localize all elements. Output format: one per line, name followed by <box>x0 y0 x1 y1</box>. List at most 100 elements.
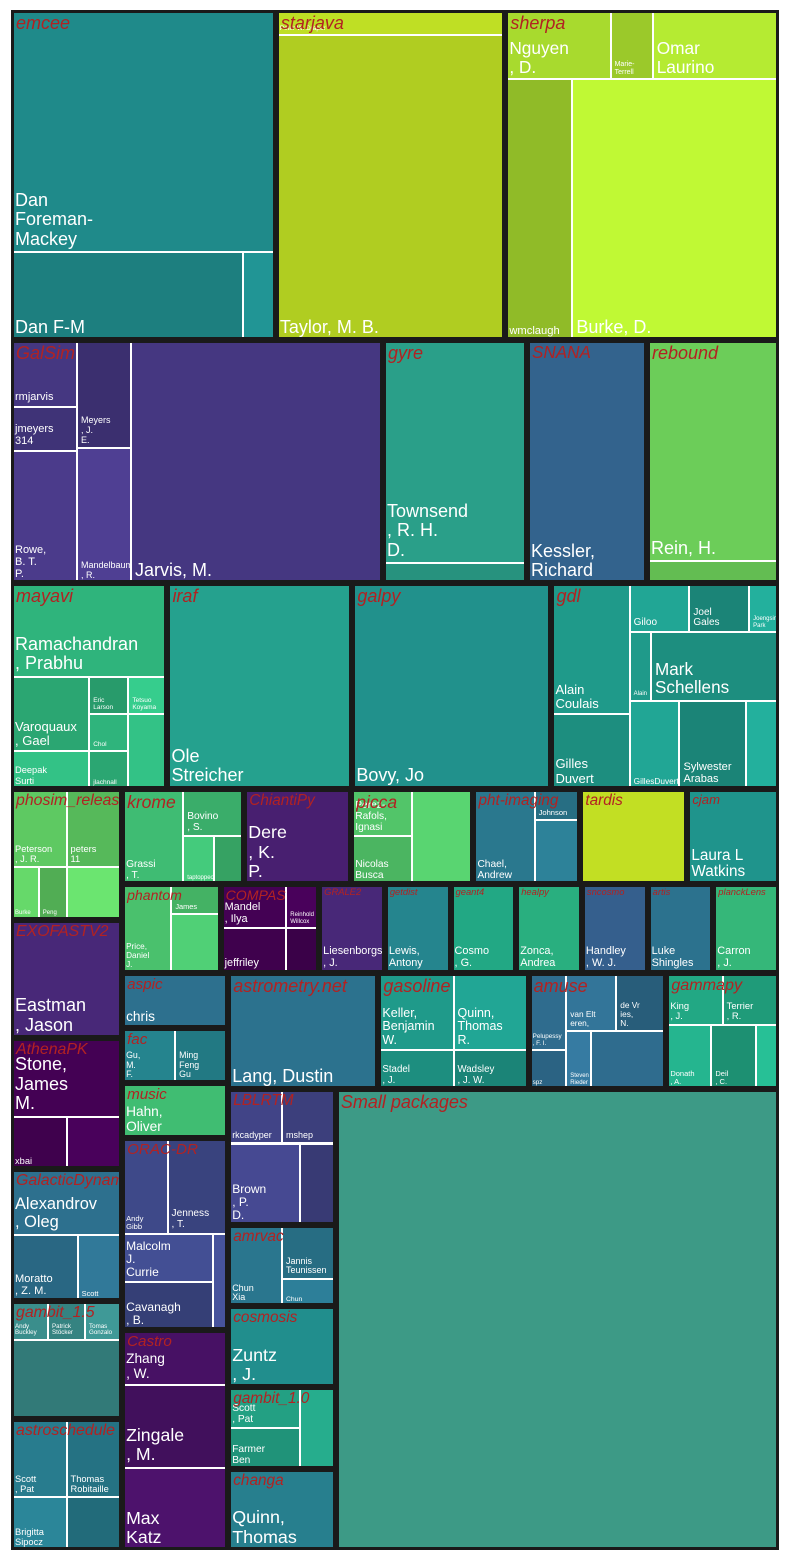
author-cell: Andy Gibb <box>122 1137 168 1234</box>
author-cell <box>299 1387 336 1469</box>
author-cell: Perez- Rafols, Ignasi <box>351 788 413 837</box>
author-label: Perez- Rafols, Ignasi <box>355 800 387 834</box>
author-label: Giloo <box>633 617 658 629</box>
author-label: Moratto , Z. M. <box>15 1272 53 1297</box>
author-label: Tetsuo Koyama <box>132 696 157 711</box>
author-cell: mshep <box>282 1089 336 1144</box>
author-label: Chol <box>93 741 107 749</box>
author-label: Eastman , Jason <box>15 995 87 1035</box>
author-cell: Scott , Pat <box>11 1418 67 1498</box>
author-cell: peters 11 <box>66 788 123 868</box>
author-label: Liesenborgs , J. <box>323 945 383 970</box>
author-label: Zuntz , J. <box>232 1344 277 1385</box>
author-cell: Sylwester Arabas <box>679 700 746 789</box>
author-cell: Grassi , T. <box>122 788 184 884</box>
author-label: Jenness , T. <box>171 1208 210 1231</box>
author-label: Jannis Teunissen <box>286 1255 327 1276</box>
author-cell: Omar Laurino <box>652 10 779 80</box>
author-cell: Dan Foreman- Mackey <box>11 10 276 253</box>
author-label: Zingale , M. <box>126 1425 185 1465</box>
author-label: Mandel , Ilya <box>224 900 261 925</box>
author-cell: Johnson <box>534 788 581 821</box>
author-cell: Brigitta Sipocz <box>11 1497 67 1550</box>
author-label: Chael, Andrew <box>477 858 512 881</box>
author-label: Thomas Robitaille <box>70 1474 109 1495</box>
author-cell <box>335 1089 779 1550</box>
author-label: rkcadyper <box>232 1129 272 1140</box>
author-label: Quinn, Thomas <box>232 1507 297 1547</box>
author-cell: Max Katz <box>122 1467 229 1550</box>
author-label: Handley , W. J. <box>585 945 626 970</box>
author-label: Sylwester Arabas <box>683 760 732 785</box>
author-cell <box>66 867 123 920</box>
author-cell <box>286 928 320 973</box>
author-label: xbai <box>15 1156 33 1167</box>
author-cell: Luke Shingles <box>647 884 714 973</box>
author-cell: Bovy, Jo <box>352 583 552 789</box>
author-label: Dan Foreman- Mackey <box>15 189 94 249</box>
author-cell: King , J. <box>666 972 723 1025</box>
author-cell: Scott , Pat <box>228 1387 300 1429</box>
author-cell: Eastman , Jason <box>11 919 123 1038</box>
author-label: Patrick Stöcker <box>52 1322 73 1337</box>
author-cell: Price, Daniel J. <box>122 884 172 973</box>
author-label: Gilles Duvert <box>555 756 594 786</box>
author-label: Pelupessy , F. I. <box>532 1032 562 1047</box>
author-label: Hahn, Oliver <box>126 1104 163 1134</box>
author-cell: Joengsim Park <box>749 583 779 633</box>
author-cell: Andy Buckley <box>11 1300 49 1340</box>
author-cell: rmjarvis <box>11 340 77 407</box>
author-cell: Dere , K. P. <box>244 788 352 884</box>
author-label: Meyers , J. E. <box>81 415 111 445</box>
author-cell: Tomas Gonzalo <box>85 1300 123 1340</box>
author-cell <box>11 1339 123 1419</box>
author-cell <box>299 1143 336 1225</box>
author-label: Omar Laurino <box>656 37 715 77</box>
author-cell: Farmer Ben <box>228 1428 300 1469</box>
author-label: Donath , A. <box>670 1069 695 1087</box>
author-cell: Ole Streicher <box>167 583 353 789</box>
author-cell: Townsend , R. H. D. <box>383 340 527 564</box>
author-label: Scott <box>81 1288 99 1298</box>
author-label: Dere , K. P. <box>248 822 287 881</box>
author-cell <box>128 713 168 789</box>
author-label: GillesDuvert <box>633 775 679 786</box>
author-label: Mandelbaum , R. <box>81 560 131 580</box>
author-label: jlachnall <box>93 778 117 786</box>
author-label: Carron , J. <box>717 945 751 970</box>
author-label: Jarvis, M. <box>135 560 213 581</box>
author-cell: Jannis Teunissen <box>282 1224 336 1279</box>
author-label: Alain <box>633 691 647 698</box>
author-label: Deepak Surti <box>15 765 48 786</box>
author-label: Stadel , J. <box>382 1064 410 1086</box>
author-label: peters 11 <box>70 844 97 865</box>
author-label: Terrier , R. <box>726 1000 754 1022</box>
author-cell: Pelupessy , F. I. <box>528 972 567 1051</box>
author-cell: spz <box>528 1050 567 1090</box>
author-label: Brigitta Sipocz <box>15 1526 44 1547</box>
author-label: Zonca, Andrea <box>520 945 556 970</box>
author-label: Burke, D. <box>576 316 652 337</box>
author-label: Rowe, B. T. P. <box>15 543 47 580</box>
author-cell: Nguyen , D. <box>505 10 611 80</box>
author-cell: Alain <box>629 632 651 701</box>
author-cell: Jarvis, M. <box>131 340 383 584</box>
author-label: Chun Xia <box>232 1282 254 1303</box>
author-cell: wmclaugh <box>505 79 573 341</box>
author-label: Ming Feng Gu <box>179 1050 200 1080</box>
author-cell <box>745 700 779 789</box>
author-label: Rein, H. <box>651 537 717 558</box>
author-label: Farmer Ben <box>232 1443 266 1466</box>
author-cell: Alain Coulais <box>551 583 630 714</box>
author-cell: Gu, M. F. <box>122 1027 176 1083</box>
author-label: Stone, James M. <box>15 1054 69 1114</box>
author-cell: Peter W. Draper <box>275 10 506 36</box>
author-label: Bovino , S. <box>187 811 219 834</box>
author-label: Chun <box>286 1295 303 1303</box>
author-cell: Handley , W. J. <box>581 884 648 973</box>
author-label: Marie- Terrell <box>614 61 635 76</box>
author-cell: Ming Feng Gu <box>175 1027 229 1083</box>
author-label: Peng <box>42 910 57 917</box>
author-label: wmclaugh <box>509 325 560 338</box>
author-cell: Mark Schellens <box>651 632 779 701</box>
